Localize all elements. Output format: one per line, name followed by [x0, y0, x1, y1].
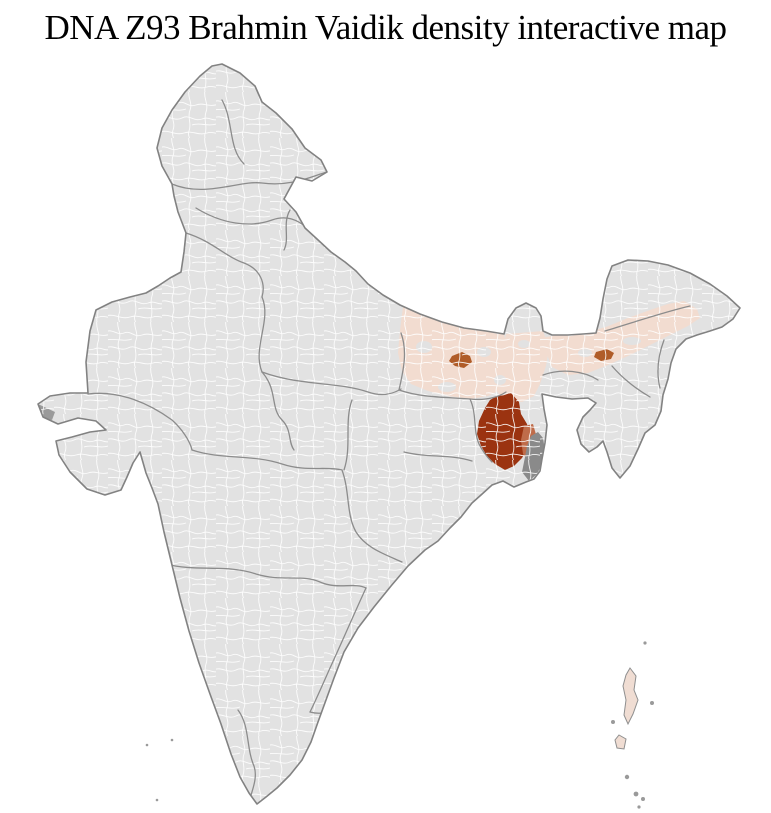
district-borders-mesh	[38, 64, 740, 804]
region-lakshadweep-islands[interactable]	[145, 738, 174, 802]
page-title: DNA Z93 Brahmin Vaidik density interacti…	[44, 8, 727, 47]
state-borders	[87, 99, 691, 800]
region-andaman-islands[interactable]	[611, 641, 654, 809]
country-outline	[37, 63, 741, 805]
